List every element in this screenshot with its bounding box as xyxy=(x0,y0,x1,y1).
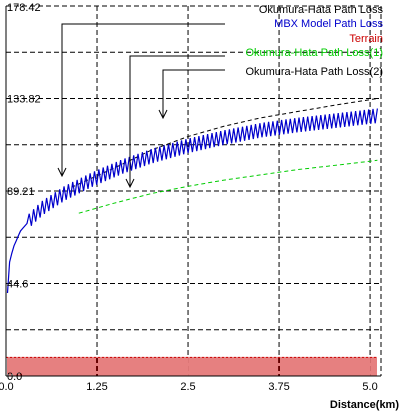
series-line-2 xyxy=(5,356,378,377)
series-line-0 xyxy=(71,98,378,188)
legend: Okumura-Hata Path Loss MBX Model Path Los… xyxy=(245,4,383,78)
terrain-series xyxy=(5,356,378,377)
legend-entry-1: MBX Model Path Loss xyxy=(274,18,383,30)
x-tick-label: 5.0 xyxy=(362,381,377,393)
x-tick-label: 0.0 xyxy=(0,381,14,393)
callout-line-3 xyxy=(162,69,225,118)
x-tick-label: 1.25 xyxy=(86,381,107,393)
axes xyxy=(5,6,381,377)
y-tick-label: 0.0 xyxy=(7,371,22,383)
callout-arrowhead-1 xyxy=(57,167,67,178)
series-line-1 xyxy=(6,108,378,294)
callouts xyxy=(57,23,225,189)
y-tick-label: 178.42 xyxy=(7,2,41,14)
legend-entry-3: Okumura-Hata Path Loss(1) xyxy=(245,47,383,59)
legend-entry-0: Okumura-Hata Path Loss xyxy=(259,4,384,16)
x-tick-label: 2.5 xyxy=(180,381,195,393)
tick-labels: 0.0 44.6 89.21 133.82 178.42 0.0 1.25 2.5 3.75 5.… xyxy=(0,2,378,393)
callout-line-2 xyxy=(129,55,225,187)
callout-arrowhead-2 xyxy=(125,178,135,189)
y-tick-label: 133.82 xyxy=(7,93,41,105)
legend-entry-annotation: Okumura-Hata Path Loss(2) xyxy=(245,66,383,78)
legend-entry-2: Terrain xyxy=(349,33,383,45)
y-tick-label: 89.21 xyxy=(7,186,35,198)
callout-line-1 xyxy=(61,23,225,176)
callout-arrowhead-3 xyxy=(158,109,168,120)
x-tick-label: 3.75 xyxy=(268,381,289,393)
y-tick-label: 44.6 xyxy=(7,279,28,291)
grid xyxy=(6,5,382,376)
x-axis-label: Distance(km) xyxy=(330,399,399,411)
series-line-3 xyxy=(78,159,378,214)
series-layer xyxy=(6,98,378,294)
